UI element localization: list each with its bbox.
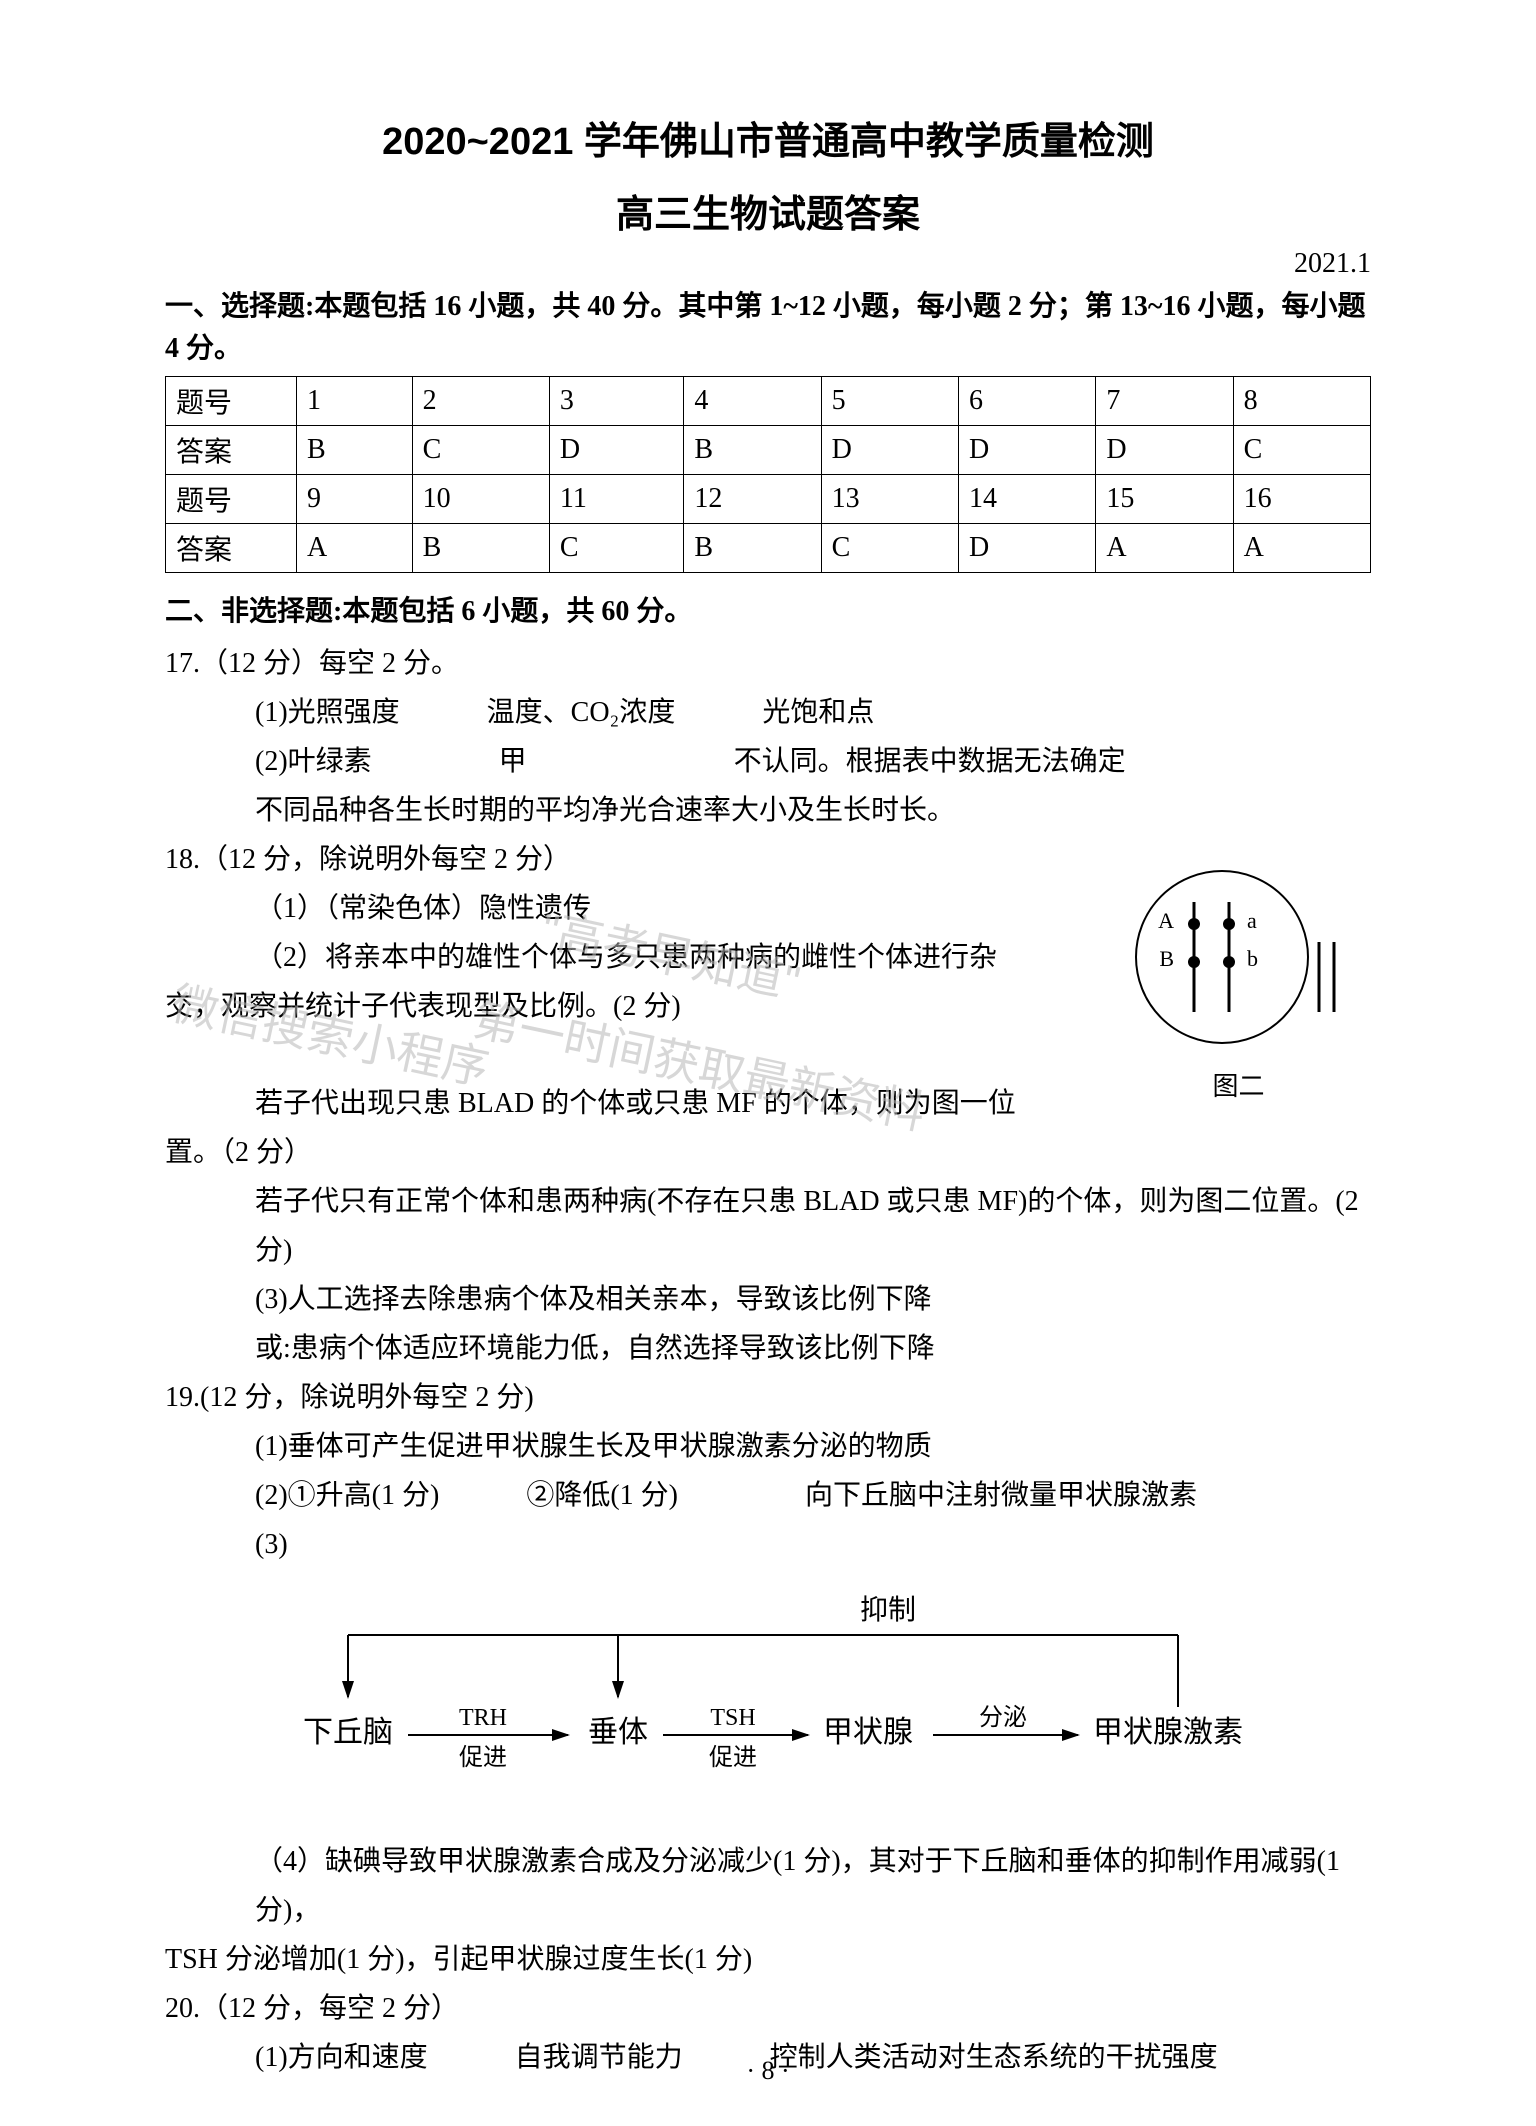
q19-4b: TSH 分泌增加(1 分)，引起甲状腺过度生长(1 分) xyxy=(165,1935,1371,1984)
q19-1: (1)垂体可产生促进甲状腺生长及甲状腺激素分泌的物质 xyxy=(165,1422,1371,1471)
qnum-cell: 2 xyxy=(412,377,549,426)
flow-edge-top: TSH xyxy=(710,1705,755,1731)
figure-caption: 图二 xyxy=(1121,1066,1356,1103)
flow-edge-top: 分泌 xyxy=(979,1704,1027,1731)
table-row: 答案 B C D B D D D C xyxy=(166,426,1371,475)
page-date: 2021.1 xyxy=(165,248,1371,280)
q20-head: 20.（12 分，每空 2 分） xyxy=(165,1984,1371,2033)
flow-node: 甲状腺激素 xyxy=(1093,1716,1243,1749)
q18-2d: 置。（2 分） xyxy=(165,1128,1371,1177)
ans-cell: C xyxy=(821,524,958,573)
ans-cell: B xyxy=(684,524,821,573)
ans-cell: D xyxy=(958,426,1095,475)
qnum-cell: 7 xyxy=(1096,377,1233,426)
qnum-cell: 3 xyxy=(549,377,683,426)
q17-2b: 甲 xyxy=(499,746,527,777)
q17-line: (2)叶绿素 甲 不认同。根据表中数据无法确定 xyxy=(165,737,1371,786)
flow-edge-bot: 促进 xyxy=(459,1744,507,1771)
ans-cell: D xyxy=(549,426,683,475)
q17-1c: 光饱和点 xyxy=(762,697,874,728)
q19-2b: ②降低(1 分) xyxy=(526,1480,678,1511)
answer-table: 题号 1 2 3 4 5 6 7 8 答案 B C D B D D D C 题号… xyxy=(165,376,1371,573)
q18-3a: (3)人工选择去除患病个体及相关亲本，导致该比例下降 xyxy=(165,1275,1371,1324)
page-number: · 8 · xyxy=(0,2056,1536,2086)
ans-cell: A xyxy=(297,524,413,573)
chromosome-figure: A a B b 图二 xyxy=(1121,862,1356,1103)
q17-1b: 温度、CO₂浓度 xyxy=(487,697,676,728)
flow-node: 下丘脑 xyxy=(303,1716,393,1749)
ans-label: 答案 xyxy=(166,524,297,573)
page-subtitle: 高三生物试题答案 xyxy=(165,183,1371,238)
qnum-cell: 5 xyxy=(821,377,958,426)
q17-2c: 不认同。根据表中数据无法确定 xyxy=(734,746,1126,777)
q19-4: （4）缺碘导致甲状腺激素合成及分泌减少(1 分)，其对于下丘脑和垂体的抑制作用减… xyxy=(165,1837,1371,1935)
q19-line: (2)①升高(1 分) ②降低(1 分) 向下丘脑中注射微量甲状腺激素 xyxy=(165,1471,1371,1520)
ans-cell: A xyxy=(1233,524,1370,573)
qnum-cell: 12 xyxy=(684,475,821,524)
qnum-cell: 8 xyxy=(1233,377,1370,426)
flow-node: 甲状腺 xyxy=(823,1716,913,1749)
q19-3: (3) xyxy=(165,1520,1371,1569)
qnum-cell: 13 xyxy=(821,475,958,524)
answers-body: 17.（12 分）每空 2 分。 (1)光照强度 温度、CO₂浓度 光饱和点 (… xyxy=(165,639,1371,2082)
flow-feedback-label: 抑制 xyxy=(860,1594,916,1626)
qnum-label: 题号 xyxy=(166,377,297,426)
table-row: 题号 9 10 11 12 13 14 15 16 xyxy=(166,475,1371,524)
qnum-label: 题号 xyxy=(166,475,297,524)
q17-line: (1)光照强度 温度、CO₂浓度 光饱和点 xyxy=(165,688,1371,737)
flowchart-diagram: 抑制 下丘脑 垂体 甲状腺 甲状腺激素 TRH 促进 TSH 促进 分泌 xyxy=(268,1587,1268,1807)
section1-header: 一、选择题:本题包括 16 小题，共 40 分。其中第 1~12 小题，每小题 … xyxy=(165,286,1371,370)
ans-cell: C xyxy=(412,426,549,475)
ans-cell: A xyxy=(1096,524,1233,573)
flow-node: 垂体 xyxy=(588,1716,648,1749)
ans-cell: C xyxy=(549,524,683,573)
qnum-cell: 1 xyxy=(297,377,413,426)
qnum-cell: 6 xyxy=(958,377,1095,426)
q17-2d: 不同品种各生长时期的平均净光合速率大小及生长时长。 xyxy=(165,786,1371,835)
flow-edge-bot: 促进 xyxy=(709,1744,757,1771)
fig-label-b: b xyxy=(1247,946,1258,971)
qnum-cell: 9 xyxy=(297,475,413,524)
ans-cell: C xyxy=(1233,426,1370,475)
ans-cell: B xyxy=(297,426,413,475)
table-row: 答案 A B C B C D A A xyxy=(166,524,1371,573)
q19-2a: (2)①升高(1 分) xyxy=(255,1480,439,1511)
fig-label-a: a xyxy=(1247,908,1257,933)
ans-cell: B xyxy=(412,524,549,573)
chromosome-svg: A a B b xyxy=(1134,862,1344,1062)
q18-2e: 若子代只有正常个体和患两种病(不存在只患 BLAD 或只患 MF)的个体，则为图… xyxy=(165,1177,1371,1275)
section2-header: 二、非选择题:本题包括 6 小题，共 60 分。 xyxy=(165,591,1371,633)
qnum-cell: 16 xyxy=(1233,475,1370,524)
q19-head: 19.(12 分，除说明外每空 2 分) xyxy=(165,1373,1371,1422)
qnum-cell: 14 xyxy=(958,475,1095,524)
ans-cell: D xyxy=(1096,426,1233,475)
q17-2a: (2)叶绿素 xyxy=(255,746,372,777)
q17-1a: (1)光照强度 xyxy=(255,697,400,728)
ans-label: 答案 xyxy=(166,426,297,475)
fig-label-A: A xyxy=(1158,908,1174,933)
qnum-cell: 15 xyxy=(1096,475,1233,524)
qnum-cell: 11 xyxy=(549,475,683,524)
q17-head: 17.（12 分）每空 2 分。 xyxy=(165,639,1371,688)
fig-label-B: B xyxy=(1159,946,1174,971)
q19-2c: 向下丘脑中注射微量甲状腺激素 xyxy=(805,1480,1197,1511)
qnum-cell: 4 xyxy=(684,377,821,426)
page-title: 2020~2021 学年佛山市普通高中教学质量检测 xyxy=(165,110,1371,165)
flow-edge-top: TRH xyxy=(459,1705,507,1731)
qnum-cell: 10 xyxy=(412,475,549,524)
ans-cell: D xyxy=(958,524,1095,573)
q18-3b: 或:患病个体适应环境能力低，自然选择导致该比例下降 xyxy=(165,1324,1371,1373)
ans-cell: B xyxy=(684,426,821,475)
exam-answer-page: 2020~2021 学年佛山市普通高中教学质量检测 高三生物试题答案 2021.… xyxy=(0,0,1536,2126)
ans-cell: D xyxy=(821,426,958,475)
table-row: 题号 1 2 3 4 5 6 7 8 xyxy=(166,377,1371,426)
